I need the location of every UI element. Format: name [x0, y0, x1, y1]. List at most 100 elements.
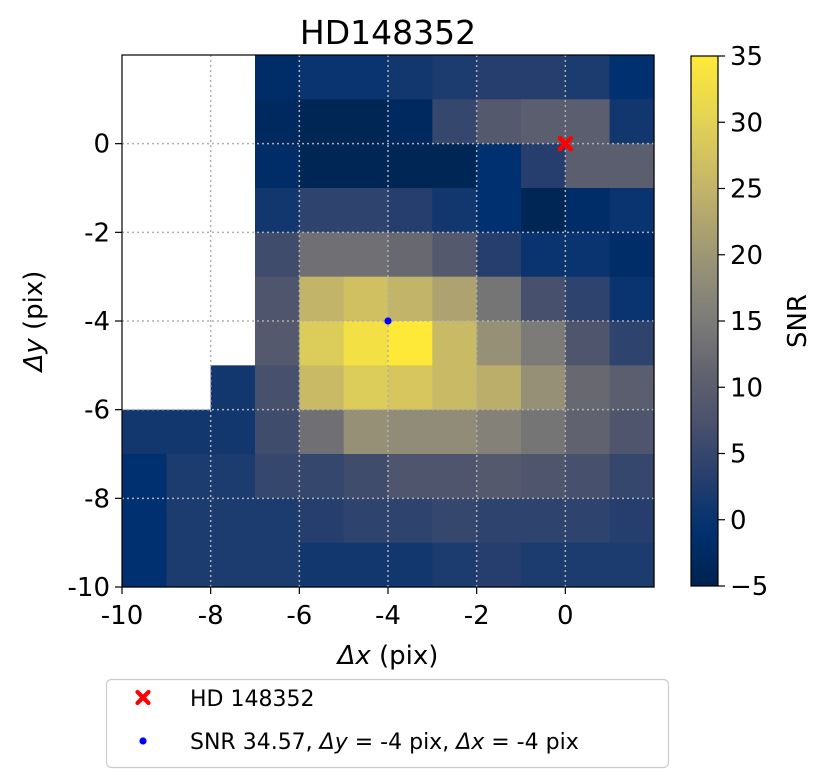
colorbar-tick-label: −5	[730, 572, 768, 602]
heatmap-cell	[565, 143, 611, 189]
heatmap-cell	[521, 498, 566, 544]
heatmap-cell	[476, 498, 522, 544]
heatmap-cell	[476, 143, 522, 189]
heatmap-cell	[255, 454, 300, 499]
chart-title: HD148352	[300, 13, 476, 52]
x-axis-label-symbol: Δx	[336, 641, 372, 671]
x-tick-label: -8	[198, 601, 224, 631]
heatmap-cell	[432, 143, 478, 189]
x-axis-label-unit: (pix)	[379, 641, 438, 671]
heatmap-cell	[521, 276, 566, 322]
colorbar-tick-label: 30	[730, 108, 763, 138]
heatmap-cell	[122, 454, 167, 499]
heatmap-cell	[122, 409, 167, 455]
y-axis-label: Δy (pix)	[19, 271, 49, 374]
y-tick-label: -4	[84, 307, 110, 337]
heatmap-cell	[343, 409, 389, 455]
heatmap-cell	[299, 276, 345, 322]
colorbar-tick-label: 0	[730, 506, 747, 536]
heatmap-cell	[255, 143, 300, 189]
heatmap-cell	[565, 55, 611, 100]
heatmap-cell	[255, 542, 300, 588]
heatmap-cell	[432, 188, 478, 233]
heatmap-cell	[210, 454, 256, 499]
heatmap-cell	[122, 498, 167, 544]
colorbar-tick-label: 35	[730, 42, 763, 72]
legend: HD 148352 SNR 34.57, Δy = -4 pix, Δx = -…	[105, 678, 670, 769]
heatmap-cell	[476, 409, 522, 455]
heatmap-cell	[299, 232, 345, 278]
heatmap-cell	[255, 276, 300, 322]
heatmap-cell	[565, 321, 611, 366]
heatmap-cell	[609, 454, 655, 499]
heatmap-cell	[521, 454, 566, 499]
heatmap-cell	[432, 99, 478, 145]
heatmap-cell	[609, 409, 655, 455]
x-tick-label: -2	[464, 601, 490, 631]
heatmap-cell	[521, 232, 566, 278]
markers	[384, 135, 574, 325]
heatmap-cell	[388, 55, 433, 100]
heatmap-cell	[299, 409, 345, 455]
heatmap-cell	[432, 409, 478, 455]
heatmap-cell	[343, 55, 389, 100]
heatmap-cell	[565, 454, 611, 499]
heatmap-cell	[166, 498, 212, 544]
heatmap-cell	[521, 409, 566, 455]
heatmap-cell	[521, 321, 566, 366]
heatmap-cell	[343, 99, 389, 145]
heatmap-cell	[432, 55, 478, 100]
colorbar-tick-label: 20	[730, 241, 763, 271]
heatmap-cell	[432, 498, 478, 544]
heatmap-cell	[343, 542, 389, 588]
heatmap-cell	[343, 498, 389, 544]
heatmap-cell	[565, 365, 611, 411]
heatmap-cell	[476, 542, 522, 588]
heatmap-cell	[476, 321, 522, 366]
heatmap-cell	[565, 232, 611, 278]
heatmap-cell	[521, 365, 566, 411]
heatmap-cell	[521, 143, 566, 189]
x-tick-label: -4	[375, 601, 401, 631]
heatmap-cell	[432, 321, 478, 366]
y-tick-label: -10	[68, 573, 110, 603]
heatmap-cell	[609, 188, 655, 233]
heatmap-cell	[210, 498, 256, 544]
heatmap-cell	[609, 276, 655, 322]
heatmap-cell	[476, 232, 522, 278]
heatmap-cell	[388, 498, 433, 544]
heatmap-cell	[388, 454, 433, 499]
snr-peak-marker	[384, 317, 392, 325]
heatmap-cell	[210, 365, 256, 411]
heatmap-cell	[388, 365, 433, 411]
heatmap-cell	[476, 188, 522, 233]
colorbar-tick-label: 15	[730, 307, 763, 337]
heatmap-cell	[343, 188, 389, 233]
x-tick-label: -6	[286, 601, 312, 631]
heatmap-cell	[255, 409, 300, 455]
heatmap-cell	[609, 365, 655, 411]
heatmap-cell	[388, 409, 433, 455]
heatmap-cell	[166, 409, 212, 455]
x-tick-label: 0	[557, 601, 574, 631]
heatmap-cell	[166, 542, 212, 588]
colorbar-tick-label: 10	[730, 373, 763, 403]
heatmap-cell	[432, 542, 478, 588]
heatmap-cell	[476, 454, 522, 499]
legend-box	[105, 678, 670, 769]
x-tick-label: -10	[101, 601, 143, 631]
y-axis-label-unit: (pix)	[19, 271, 49, 330]
heatmap-cell	[299, 365, 345, 411]
y-tick-label: -2	[84, 218, 110, 248]
heatmap-cell	[565, 409, 611, 455]
heatmap-cell	[521, 188, 566, 233]
heatmap-cell	[565, 188, 611, 233]
heatmap-cell	[210, 409, 256, 455]
heatmap-cell	[609, 321, 655, 366]
heatmap-cell	[476, 55, 522, 100]
heatmap-cell	[609, 498, 655, 544]
heatmap-cell	[565, 498, 611, 544]
y-axis-label-symbol: Δy	[19, 338, 49, 374]
heatmap-cell	[388, 143, 433, 189]
